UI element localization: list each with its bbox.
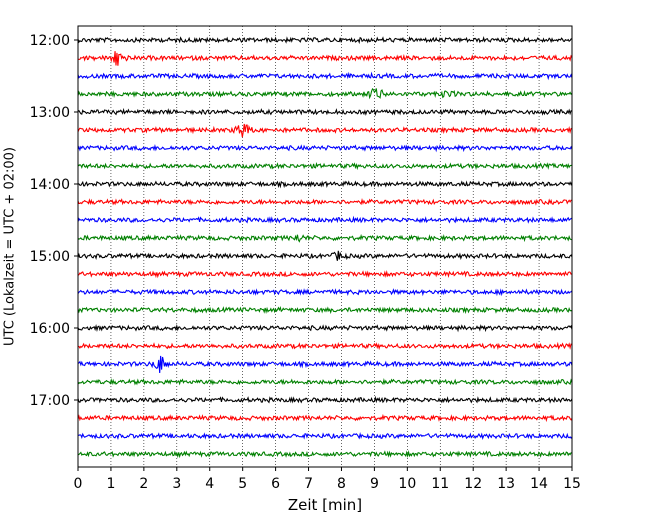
trace-1500	[77, 250, 573, 261]
x-tick-label: 8	[337, 476, 346, 492]
y-tick-label: 16:00	[30, 321, 70, 337]
trace-1530	[77, 288, 573, 297]
x-tick-label: 12	[464, 476, 482, 492]
x-tick-label: 11	[431, 476, 449, 492]
x-tick-label: 7	[304, 476, 313, 492]
trace-1700	[77, 395, 573, 404]
trace-1600	[77, 323, 573, 333]
trace-1215	[77, 51, 573, 66]
y-tick-label: 17:00	[30, 393, 70, 409]
x-tick-label: 4	[205, 476, 214, 492]
trace-1645	[77, 377, 573, 386]
axis-layer: 0 1 2 3 4 5 6 7 8 9 10 11 12 13 14 1512:0013:0014:0015:…	[30, 33, 581, 492]
x-tick-label: 10	[398, 476, 416, 492]
trace-1415	[77, 197, 573, 206]
x-tick-label: 9	[370, 476, 379, 492]
x-tick-label: 1	[106, 476, 115, 492]
trace-1230	[77, 71, 573, 81]
plot-frame	[77, 25, 573, 468]
trace-1315	[77, 123, 573, 138]
x-tick-label: 2	[139, 476, 148, 492]
trace-1630	[77, 355, 573, 374]
y-tick-label: 15:00	[30, 249, 70, 265]
trace-1300	[77, 107, 573, 117]
trace-1330	[77, 144, 573, 153]
x-tick-label: 15	[563, 476, 581, 492]
x-tick-label: 5	[238, 476, 247, 492]
y-tick-label: 13:00	[30, 105, 70, 121]
x-tick-label: 3	[172, 476, 181, 492]
trace-1245	[77, 87, 573, 100]
y-tick-label: 12:00	[30, 33, 70, 49]
trace-1515	[77, 269, 573, 279]
trace-1730	[77, 432, 573, 440]
trace-1400	[77, 180, 573, 189]
trace-1715	[77, 413, 573, 423]
y-tick-label: 14:00	[30, 177, 70, 193]
trace-1745	[77, 449, 573, 459]
trace-1545	[77, 306, 573, 315]
x-axis-label: Zeit [min]	[288, 496, 362, 514]
x-tick-label: 0	[74, 476, 83, 492]
x-tick-label: 14	[530, 476, 548, 492]
trace-1430	[77, 215, 573, 224]
x-tick-label: 13	[497, 476, 515, 492]
trace-1445	[77, 233, 573, 243]
trace-1345	[77, 161, 573, 171]
x-tick-label: 6	[271, 476, 280, 492]
trace-1200	[77, 36, 573, 45]
y-axis-label: UTC (Lokalzeit = UTC + 02:00)	[3, 147, 18, 346]
trace-layer	[77, 36, 573, 459]
trace-1615	[77, 341, 573, 351]
